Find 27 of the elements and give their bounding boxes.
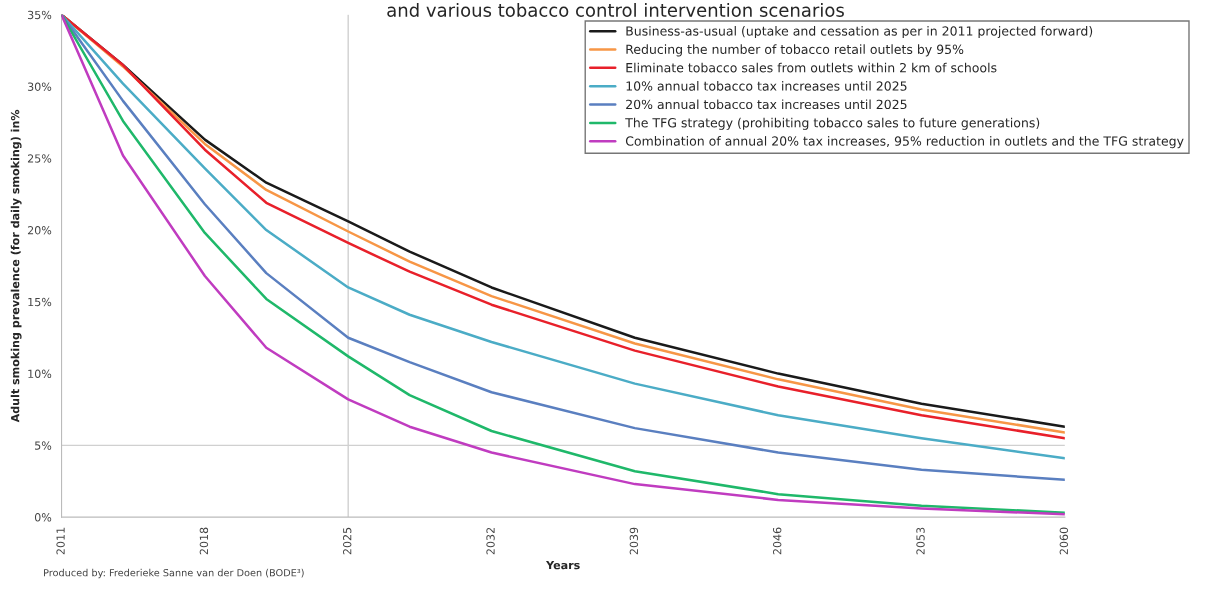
y-tick-label: 30% bbox=[27, 82, 52, 91]
x-tick-label: 2060 bbox=[1059, 527, 1069, 555]
y-tick-label: 10% bbox=[28, 369, 52, 378]
y-tick-label: 5% bbox=[35, 441, 52, 450]
legend-label: Reducing the number of tobacco retail outlets by 95% bbox=[626, 44, 964, 57]
x-tick-label: 2018 bbox=[199, 527, 209, 555]
chart-title: and various tobacco control intervention scenarios bbox=[387, 2, 844, 17]
x-tick-label: 2046 bbox=[772, 527, 782, 555]
legend-label: Business-as-usual (uptake and cessation as per in 2011 projected forward) bbox=[626, 26, 1093, 39]
legend-label: The TFG strategy (prohibiting tobacco sales to future generations) bbox=[625, 117, 1040, 130]
legend-label: Combination of annual 20% tax increases, 95% reduction in outlets and the TFG strategy bbox=[625, 136, 1184, 149]
y-tick-label: 0% bbox=[34, 513, 52, 522]
x-tick-label: 2053 bbox=[916, 527, 925, 555]
text: Produced by: Frederieke Sanne van der Doen (BODE³) bbox=[44, 568, 304, 579]
x-axis-title: Years bbox=[545, 561, 580, 570]
x-tick-label: 2039 bbox=[629, 527, 639, 555]
x-tick-label: 2025 bbox=[343, 527, 352, 555]
y-tick-label: 15% bbox=[28, 297, 52, 307]
y-axis-title: Adult smoking prevalence (for daily smoking) in% bbox=[10, 109, 22, 423]
legend-label: 10% annual tobacco tax increases until 2025 bbox=[626, 81, 907, 91]
x-tick-label: 2032 bbox=[486, 527, 495, 555]
x-tick-label: 2011 bbox=[56, 527, 65, 555]
y-tick-label: 35% bbox=[27, 10, 52, 20]
legend-label: Eliminate tobacco sales from outlets within 2 km of schools bbox=[626, 62, 997, 73]
y-tick-label: 25% bbox=[27, 154, 52, 163]
y-tick-label: 20% bbox=[27, 226, 52, 235]
legend-label: 20% annual tobacco tax increases until 2025 bbox=[626, 99, 907, 110]
